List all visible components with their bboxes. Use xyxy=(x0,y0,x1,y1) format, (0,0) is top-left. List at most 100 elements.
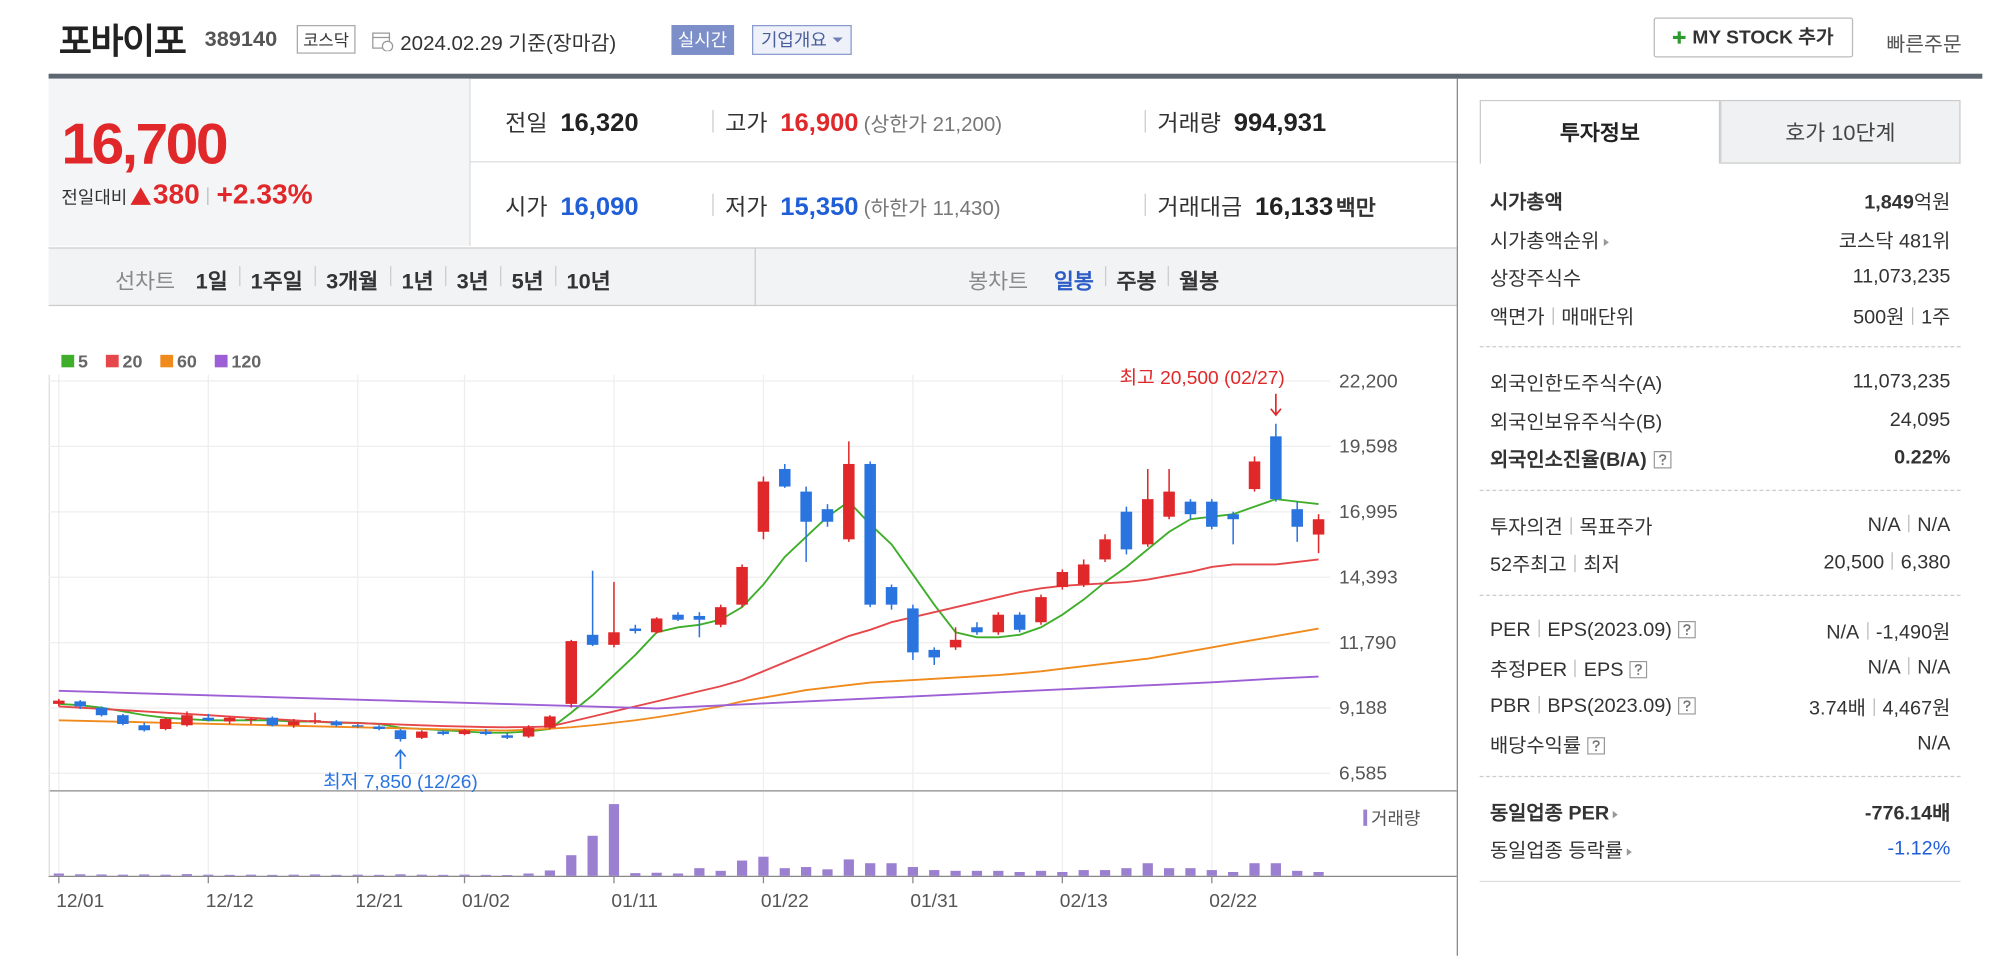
candle-body xyxy=(159,718,172,730)
help-icon[interactable] xyxy=(1653,451,1672,469)
info-value: N/A -1,490원 xyxy=(1826,617,1950,644)
candle-body xyxy=(266,717,279,726)
tab[interactable]: 봉차트 xyxy=(968,269,1029,294)
divider xyxy=(754,247,756,307)
tab[interactable]: 3개월 xyxy=(326,269,379,294)
value-text: -1,490원 xyxy=(1875,621,1951,644)
mystock-button[interactable]: MY STOCK 추가 xyxy=(1653,17,1854,58)
x-tick-label: 12/21 xyxy=(355,891,403,912)
tab[interactable]: 일봉 xyxy=(1053,269,1094,294)
candle-body xyxy=(1248,461,1261,490)
help-icon[interactable] xyxy=(1629,661,1648,679)
price: 16,700 xyxy=(61,111,228,177)
value-text: 1,849 xyxy=(1864,192,1914,214)
volume-bar xyxy=(779,868,790,876)
label-text: 투자의견 xyxy=(1489,516,1563,539)
legend-swatch xyxy=(214,354,228,368)
up-arrow xyxy=(129,187,151,205)
company-button[interactable]: 기업개요 xyxy=(752,24,852,55)
value-text: 코스닥 481위 xyxy=(1838,230,1951,253)
divider xyxy=(1456,78,1458,956)
volume-bar xyxy=(651,872,662,876)
help-icon[interactable] xyxy=(1587,737,1606,755)
quick-order[interactable]: 빠른주문 xyxy=(1886,34,1962,57)
info-label: 투자의견 목표주가 xyxy=(1489,512,1652,539)
info-row: PER EPS(2023.09) N/A -1,490원 xyxy=(1480,612,1961,650)
volume-bar xyxy=(1035,870,1047,876)
tab[interactable]: 5년 xyxy=(511,269,544,294)
candle-body xyxy=(223,717,236,722)
info-row: 외국인보유주식수(B) 24,095 xyxy=(1480,402,1961,440)
candle-body xyxy=(1206,501,1218,527)
tab[interactable]: 1주일 xyxy=(250,269,303,294)
label-text: 배당수익률 xyxy=(1489,736,1582,758)
label-text: EPS(2023.09) xyxy=(1547,619,1672,641)
period-tabs xyxy=(48,247,1457,307)
more-arrow[interactable] xyxy=(1626,848,1636,857)
candle-body xyxy=(138,725,150,731)
volume-bar xyxy=(865,863,876,876)
quote-cell: 거래량 994,931 xyxy=(1157,106,1326,138)
label-text: 상장주식수 xyxy=(1489,268,1582,291)
tab[interactable]: 10년 xyxy=(566,269,611,294)
help-icon[interactable] xyxy=(1678,620,1697,639)
info-row: 상장주식수 11,073,235 xyxy=(1480,259,1961,297)
volume-bar xyxy=(53,873,64,876)
info-label: 52주최고 최저 xyxy=(1490,550,1620,577)
candle-body xyxy=(1141,499,1154,545)
info-value: 0.22% xyxy=(1894,448,1950,470)
quote-label: 거래량 xyxy=(1157,111,1221,137)
high-arrow xyxy=(1270,393,1282,417)
y-tick-label: 22,200 xyxy=(1339,371,1398,392)
volume-bar xyxy=(459,874,470,876)
tab[interactable]: 주봉 xyxy=(1116,269,1157,294)
tab[interactable]: 선차트 xyxy=(115,269,176,294)
realtime-button[interactable]: 실시간 xyxy=(671,24,734,55)
plus-icon xyxy=(1673,31,1686,44)
candle-body xyxy=(309,720,321,722)
change-rate: +2.33% xyxy=(216,178,313,210)
volume-bar xyxy=(758,856,769,876)
quote-cell: 고가 16,900 (상한가 21,200) xyxy=(725,106,1002,138)
tab[interactable]: 3년 xyxy=(456,269,489,294)
more-arrow[interactable] xyxy=(1603,238,1612,246)
tab-orderbook[interactable]: 호가 10단계 xyxy=(1720,99,1961,164)
info-value: 1,849억원 xyxy=(1864,188,1950,215)
candle-body xyxy=(458,730,471,735)
help-icon[interactable] xyxy=(1678,696,1697,715)
volume-bar xyxy=(480,874,491,876)
tab-invest[interactable]: 투자정보 xyxy=(1479,99,1721,164)
quote-value: 16,133 xyxy=(1254,193,1334,222)
value-text: 500원 xyxy=(1853,307,1905,329)
quote-value: 16,900 xyxy=(780,109,859,138)
quote-value: 994,931 xyxy=(1233,109,1327,138)
volume-bar xyxy=(907,867,919,876)
info-row: 투자의견 목표주가 N/A N/A xyxy=(1480,507,1961,545)
volume-bar xyxy=(416,874,427,876)
legend-swatch xyxy=(160,354,174,368)
more-arrow[interactable] xyxy=(1612,810,1622,819)
volume-bar xyxy=(608,804,620,876)
change-value: 380 xyxy=(152,178,200,210)
volume-bar xyxy=(75,874,86,876)
volume-bar xyxy=(309,874,321,876)
candle-body xyxy=(608,632,620,645)
volume-bar xyxy=(160,874,171,876)
candle-body xyxy=(544,716,556,728)
y-tick-label: 16,995 xyxy=(1339,502,1398,523)
separator xyxy=(239,266,241,287)
volume-bar xyxy=(502,875,513,876)
tab[interactable]: 1년 xyxy=(401,269,434,294)
separator xyxy=(1908,514,1910,532)
info-label: 외국인한도주식수(A) xyxy=(1490,369,1662,396)
candle-body xyxy=(821,509,834,522)
tab[interactable]: 1일 xyxy=(195,269,228,294)
volume-bar xyxy=(1121,868,1132,876)
info-row: 동일업종 PER -776.14배 xyxy=(1480,793,1961,831)
info-label: PBR BPS(2023.09) xyxy=(1490,695,1697,718)
separator xyxy=(712,193,714,217)
quote-label: 시가 xyxy=(505,194,548,220)
x-tick-label: 01/31 xyxy=(910,891,958,912)
tab[interactable]: 월봉 xyxy=(1179,269,1220,294)
